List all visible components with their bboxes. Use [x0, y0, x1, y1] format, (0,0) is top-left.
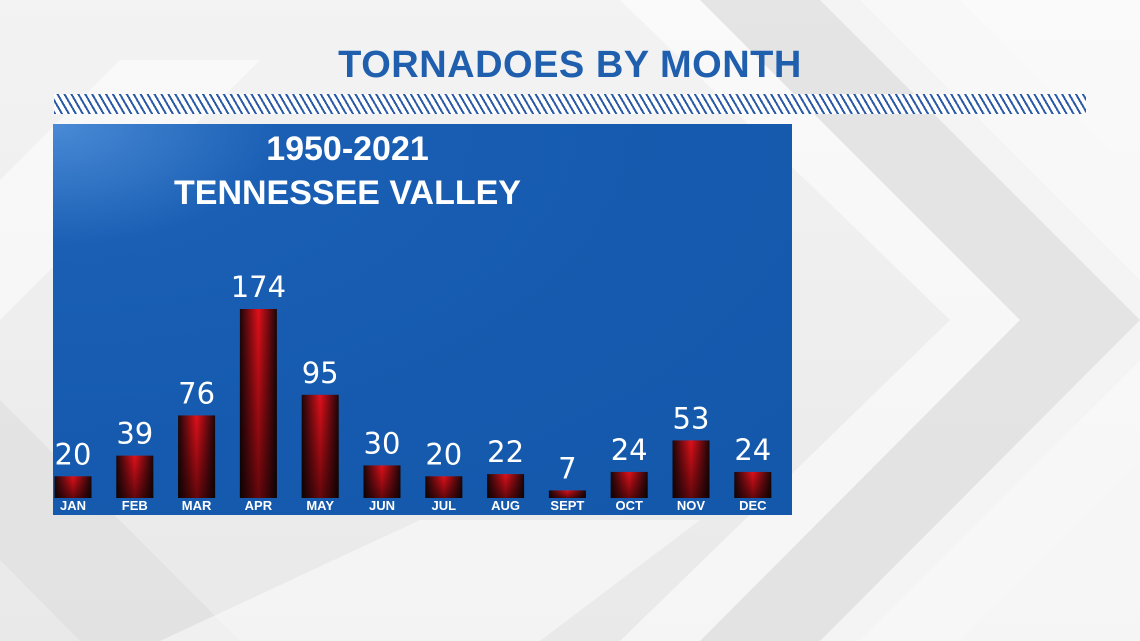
chart-panel: 1950-2021 TENNESSEE VALLEY 20 JAN 39 FEB 76 M… — [53, 124, 792, 515]
value-label-oct: 24 — [611, 433, 648, 467]
bar-shade-jun — [363, 465, 401, 498]
bar-shade-jul — [425, 476, 463, 498]
hatch-divider — [54, 94, 1086, 114]
category-label-feb: FEB — [122, 498, 148, 513]
bar-shade-nov — [672, 440, 710, 498]
category-label-jul: JUL — [432, 498, 457, 513]
bar-shade-feb — [116, 455, 154, 498]
bar-shade-sept — [548, 490, 586, 498]
category-label-mar: MAR — [182, 498, 212, 513]
chart-title: 1950-2021 — [266, 130, 429, 168]
category-label-apr: APR — [245, 498, 273, 513]
bar-chart: 20 JAN 39 FEB 76 MAR 174 APR 95 MAY 30 JUN 20 JUL 22 AU… — [54, 270, 772, 513]
value-label-may: 95 — [302, 356, 339, 390]
category-label-nov: NOV — [677, 498, 706, 513]
value-label-nov: 53 — [673, 401, 710, 435]
value-label-apr: 174 — [231, 270, 286, 304]
page-title: TORNADOES BY MONTH — [338, 44, 802, 86]
value-label-jul: 20 — [425, 437, 462, 471]
bar-shade-may — [301, 394, 339, 498]
value-label-feb: 39 — [116, 417, 153, 451]
value-label-jun: 30 — [364, 426, 401, 460]
category-label-dec: DEC — [739, 498, 767, 513]
bar-shade-mar — [178, 415, 216, 498]
bar-shade-oct — [610, 471, 648, 498]
bar-shade-aug — [487, 474, 525, 498]
value-label-dec: 24 — [734, 433, 771, 467]
category-label-jan: JAN — [60, 498, 86, 513]
value-label-sept: 7 — [558, 451, 576, 485]
category-label-sept: SEPT — [550, 498, 584, 513]
bar-shade-apr — [239, 309, 277, 498]
category-label-jun: JUN — [369, 498, 395, 513]
bar-shade-dec — [734, 471, 772, 498]
bar-shade-jan — [54, 476, 92, 498]
value-label-aug: 22 — [487, 435, 524, 469]
value-label-mar: 76 — [178, 376, 215, 410]
category-label-oct: OCT — [615, 498, 643, 513]
value-label-jan: 20 — [55, 437, 92, 471]
category-label-may: MAY — [306, 498, 334, 513]
category-label-aug: AUG — [491, 498, 520, 513]
chart-subtitle: TENNESSEE VALLEY — [174, 174, 521, 212]
